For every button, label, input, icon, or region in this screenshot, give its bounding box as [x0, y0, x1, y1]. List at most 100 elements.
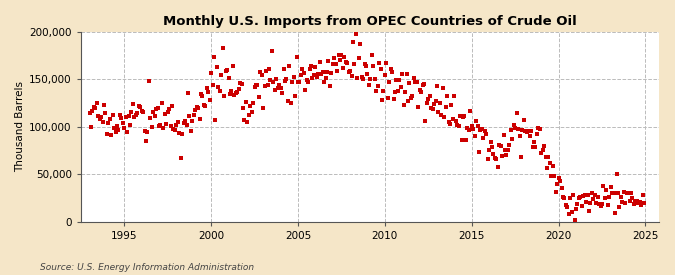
Point	[356, 74, 367, 79]
Point	[429, 102, 439, 106]
Point	[595, 204, 606, 208]
Point	[169, 128, 180, 132]
Point	[382, 96, 393, 100]
Point	[348, 40, 358, 45]
Point	[411, 80, 422, 84]
Point	[275, 86, 286, 90]
Point	[142, 130, 153, 134]
Point	[329, 56, 340, 60]
Point	[181, 122, 192, 127]
Point	[191, 105, 202, 109]
Point	[431, 84, 442, 89]
Point	[267, 48, 277, 53]
Point	[530, 145, 541, 149]
Point	[262, 83, 273, 87]
Point	[174, 130, 185, 135]
Point	[282, 98, 293, 103]
Point	[161, 122, 171, 126]
Point	[396, 85, 406, 89]
Point	[236, 81, 247, 86]
Point	[540, 155, 551, 159]
Point	[138, 110, 148, 115]
Point	[599, 196, 610, 201]
Point	[628, 202, 639, 206]
Point	[272, 86, 283, 90]
Point	[614, 205, 625, 209]
Point	[443, 120, 454, 124]
Point	[551, 182, 562, 186]
Point	[336, 53, 347, 57]
Point	[197, 94, 208, 98]
Point	[578, 194, 589, 198]
Point	[152, 106, 163, 110]
Point	[227, 64, 238, 68]
Point	[198, 103, 209, 107]
Point	[517, 128, 528, 132]
Point	[566, 210, 577, 214]
Point	[494, 143, 505, 147]
Point	[449, 94, 460, 98]
Point	[320, 76, 331, 80]
Point	[631, 199, 642, 203]
Point	[541, 166, 552, 170]
Point	[526, 129, 537, 133]
Point	[549, 174, 560, 178]
Point	[510, 126, 520, 130]
Point	[296, 73, 306, 77]
Point	[430, 99, 441, 103]
Point	[159, 112, 170, 116]
Point	[122, 130, 132, 134]
Point	[313, 72, 324, 76]
Point	[315, 60, 325, 64]
Point	[167, 104, 178, 108]
Title: Monthly U.S. Imports from OPEC Countries of Crude Oil: Monthly U.S. Imports from OPEC Countries…	[163, 15, 577, 28]
Point	[207, 82, 218, 87]
Point	[338, 66, 348, 70]
Point	[124, 113, 134, 118]
Point	[374, 61, 385, 65]
Point	[585, 201, 596, 205]
Point	[317, 70, 328, 74]
Point	[378, 89, 389, 93]
Point	[325, 84, 335, 88]
Point	[536, 150, 547, 155]
Y-axis label: Thousand Barrels: Thousand Barrels	[15, 81, 25, 172]
Point	[554, 175, 564, 180]
Point	[550, 189, 561, 194]
Point	[605, 185, 616, 190]
Point	[492, 164, 503, 169]
Point	[307, 76, 318, 81]
Point	[475, 128, 486, 133]
Point	[439, 115, 450, 119]
Point	[211, 65, 222, 69]
Point	[591, 201, 601, 206]
Point	[389, 90, 400, 94]
Point	[100, 111, 111, 116]
Point	[584, 209, 595, 213]
Point	[436, 113, 447, 117]
Point	[134, 103, 144, 108]
Point	[495, 144, 506, 148]
Point	[177, 132, 188, 136]
Point	[502, 147, 513, 152]
Point	[165, 124, 176, 128]
Point	[287, 79, 298, 84]
Point	[95, 117, 105, 121]
Point	[608, 191, 619, 195]
Point	[319, 80, 329, 84]
Point	[418, 82, 429, 86]
Point	[213, 85, 224, 89]
Point	[234, 87, 244, 92]
Point	[630, 199, 641, 203]
Point	[187, 118, 198, 123]
Point	[478, 136, 489, 140]
Point	[244, 113, 254, 117]
Point	[256, 73, 267, 78]
Point	[216, 73, 227, 77]
Point	[421, 100, 432, 105]
Point	[259, 84, 270, 89]
Point	[569, 218, 580, 222]
Point	[547, 164, 558, 168]
Point	[416, 90, 427, 94]
Point	[445, 122, 456, 126]
